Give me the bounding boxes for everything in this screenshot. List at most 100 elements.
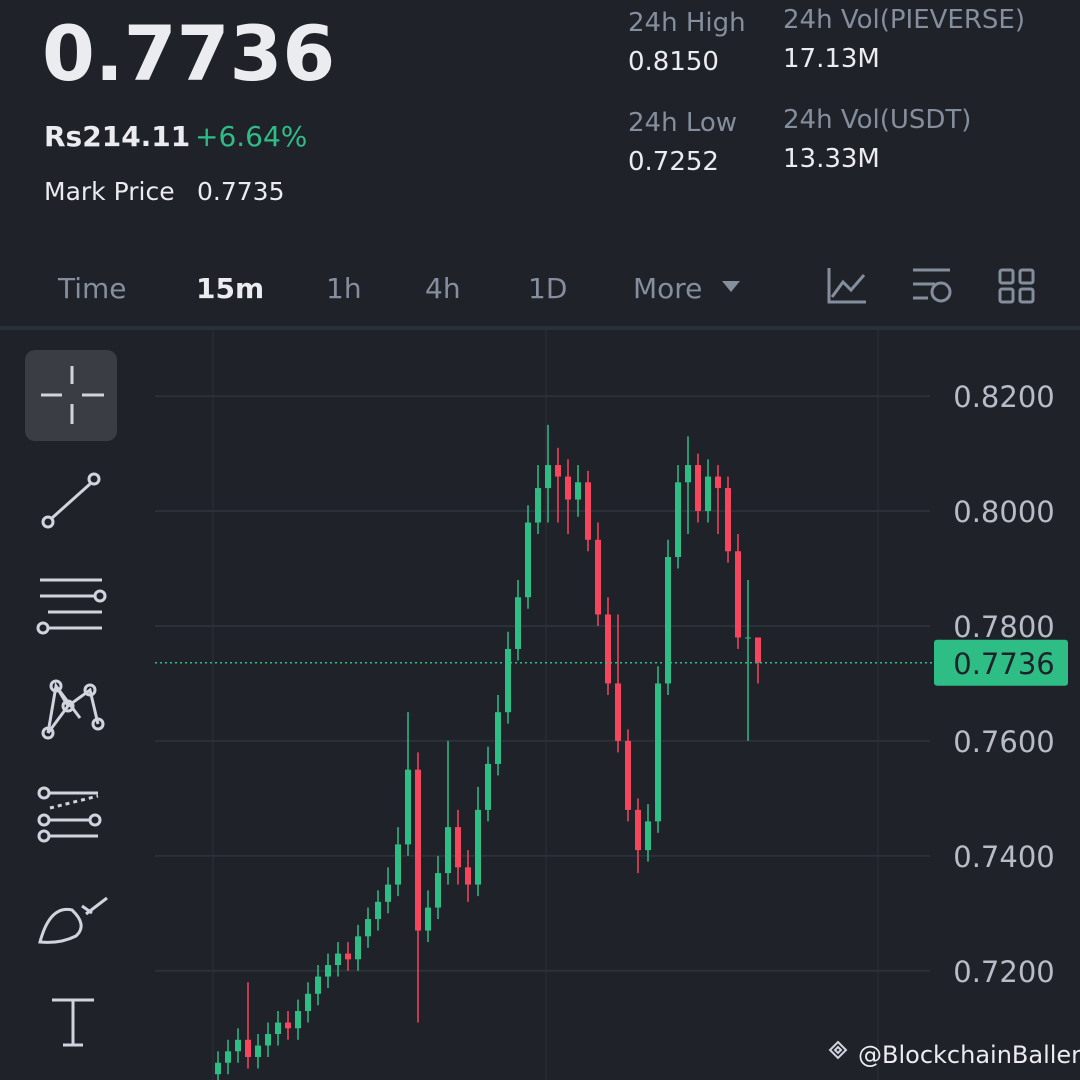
candle-body	[745, 637, 751, 639]
stat-label: 24h Vol(USDT)	[783, 105, 971, 135]
line-tool[interactable]	[41, 472, 101, 529]
stat-label: 24h High	[628, 8, 746, 38]
candle-body	[405, 769, 411, 845]
indicator-icon[interactable]	[827, 268, 866, 304]
candles	[215, 424, 761, 1080]
candle-body	[485, 763, 491, 810]
candle-body	[695, 465, 701, 512]
stat-value: 0.8150	[628, 47, 719, 77]
candle-body	[345, 953, 351, 960]
brush-tool[interactable]	[38, 896, 108, 944]
price-change: +6.64%	[195, 120, 307, 153]
candle-body	[315, 976, 321, 994]
candle-body	[295, 1011, 301, 1029]
candle-body	[755, 637, 761, 663]
dropdown-arrow	[722, 281, 740, 292]
interval-tab[interactable]: 4h	[425, 272, 461, 305]
y-tick-label: 0.7800	[953, 610, 1054, 644]
candle-body	[615, 683, 621, 741]
candle-body	[305, 993, 311, 1012]
fib-tool[interactable]	[37, 786, 102, 843]
candle-body	[575, 482, 581, 500]
pattern-tool[interactable]	[41, 679, 105, 740]
stat-value: 0.7252	[628, 147, 719, 177]
interval-tab[interactable]: More	[633, 272, 702, 305]
candle-body	[465, 867, 471, 885]
last-price-tag	[934, 639, 1068, 686]
stat-label: 24h Vol(PIEVERSE)	[783, 5, 1025, 35]
candle-body	[665, 557, 671, 684]
candle-body	[265, 1034, 271, 1046]
candle-body	[245, 1039, 251, 1058]
candle-body	[565, 476, 571, 500]
candle-body	[215, 1062, 221, 1075]
candle-body	[325, 965, 331, 977]
candle-body	[445, 827, 451, 874]
interval-tab[interactable]: Time	[57, 272, 127, 305]
mark-label: Mark Price	[44, 177, 175, 206]
candle-body	[585, 482, 591, 540]
candle-body	[365, 919, 371, 937]
candle-body	[335, 953, 341, 966]
candle-body	[375, 901, 381, 920]
candle-body	[285, 1022, 291, 1029]
chart: 0.7200 0.7400 0.7600 0.7800 0.8000 0.8200 0.77…	[155, 380, 1068, 1080]
last-price: 0.7736	[42, 9, 335, 98]
candle-body	[645, 821, 651, 851]
candle-body	[415, 769, 421, 931]
settings-icon[interactable]	[913, 268, 952, 303]
candle-body	[685, 465, 691, 483]
last-price-label: 0.7736	[953, 647, 1054, 681]
hline-tool[interactable]	[36, 578, 107, 635]
candle-body	[725, 488, 731, 552]
crosshair-tool[interactable]	[41, 366, 104, 424]
fiat-price: Rs214.11	[44, 120, 190, 153]
candle-body	[545, 465, 551, 489]
candle-body	[605, 614, 611, 684]
candle-body	[595, 539, 601, 615]
stat-value: 17.13M	[783, 44, 880, 74]
candle-body	[355, 936, 361, 960]
candle-body	[625, 740, 631, 810]
candle-body	[535, 488, 541, 523]
candle-body	[705, 476, 711, 512]
candle-body	[425, 907, 431, 931]
interval-tab[interactable]: 1D	[528, 272, 567, 305]
candle-body	[635, 809, 641, 851]
candle-body	[505, 648, 511, 713]
candle-body	[395, 844, 401, 885]
candle-body	[475, 809, 481, 885]
candle-body	[275, 1022, 281, 1035]
candle-body	[555, 465, 561, 477]
candle-body	[225, 1051, 231, 1063]
y-tick-label: 0.8200	[953, 380, 1054, 414]
y-tick-label: 0.7400	[953, 840, 1054, 874]
candle-body	[735, 551, 741, 638]
interval-tab[interactable]: 1h	[326, 272, 362, 305]
text-tool[interactable]	[52, 998, 94, 1047]
tool-selected[interactable]	[25, 350, 117, 441]
stat-value: 13.33M	[783, 144, 880, 174]
candle-body	[455, 827, 461, 868]
candle-body	[495, 712, 501, 764]
y-tick-label: 0.7200	[953, 955, 1054, 989]
watermark: @BlockchainBaller	[858, 1041, 1080, 1069]
candle-body	[435, 873, 441, 908]
candle-body	[255, 1045, 261, 1058]
logo	[828, 1040, 848, 1060]
candle-body	[675, 482, 681, 558]
candle-body	[385, 884, 391, 902]
interval-tabs: Time 15m 1h 4h 1D More	[57, 272, 702, 305]
candle-body	[525, 522, 531, 598]
y-tick-label: 0.8000	[953, 495, 1054, 529]
candle-body	[715, 476, 721, 489]
interval-tab[interactable]: 15m	[196, 272, 264, 305]
layout-icon[interactable]	[998, 268, 1035, 304]
stat-label: 24h Low	[628, 108, 737, 138]
candle-body	[515, 597, 521, 649]
candle-body	[655, 683, 661, 822]
candle-body	[235, 1039, 241, 1052]
y-tick-label: 0.7600	[953, 725, 1054, 759]
